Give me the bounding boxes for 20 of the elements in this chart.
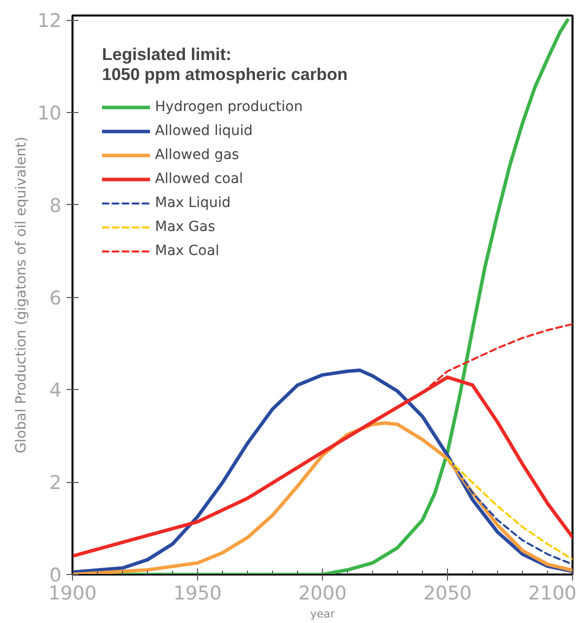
legend-title: Legislated limit: 1050 ppm atmospheric carbon xyxy=(102,45,348,85)
legend-label: Allowed liquid xyxy=(155,123,253,139)
legend-label: Hydrogen production xyxy=(155,99,303,115)
legend-label: Allowed coal xyxy=(155,171,244,187)
y-tick-label: 10 xyxy=(37,102,62,125)
x-tick-label: 1950 xyxy=(173,582,222,604)
legend-label: Max Gas xyxy=(155,219,216,235)
legend-label: Max Liquid xyxy=(155,195,231,211)
y-tick-label: 2 xyxy=(49,472,62,494)
x-axis-title: year xyxy=(310,608,336,620)
x-tick-label: 2100 xyxy=(528,582,576,604)
legend-label: Allowed gas xyxy=(155,147,240,163)
y-tick-label: 8 xyxy=(49,194,62,217)
y-tick-label: 6 xyxy=(49,287,62,310)
legend-label: Max Coal xyxy=(155,243,220,259)
y-axis-title: Global Production (gigatons of oil equivalent) xyxy=(13,136,30,454)
y-tick-label: 4 xyxy=(49,380,62,402)
y-tick-label: 12 xyxy=(37,10,62,32)
x-tick-label: 2050 xyxy=(423,582,472,604)
x-tick-label: 2000 xyxy=(298,582,347,604)
